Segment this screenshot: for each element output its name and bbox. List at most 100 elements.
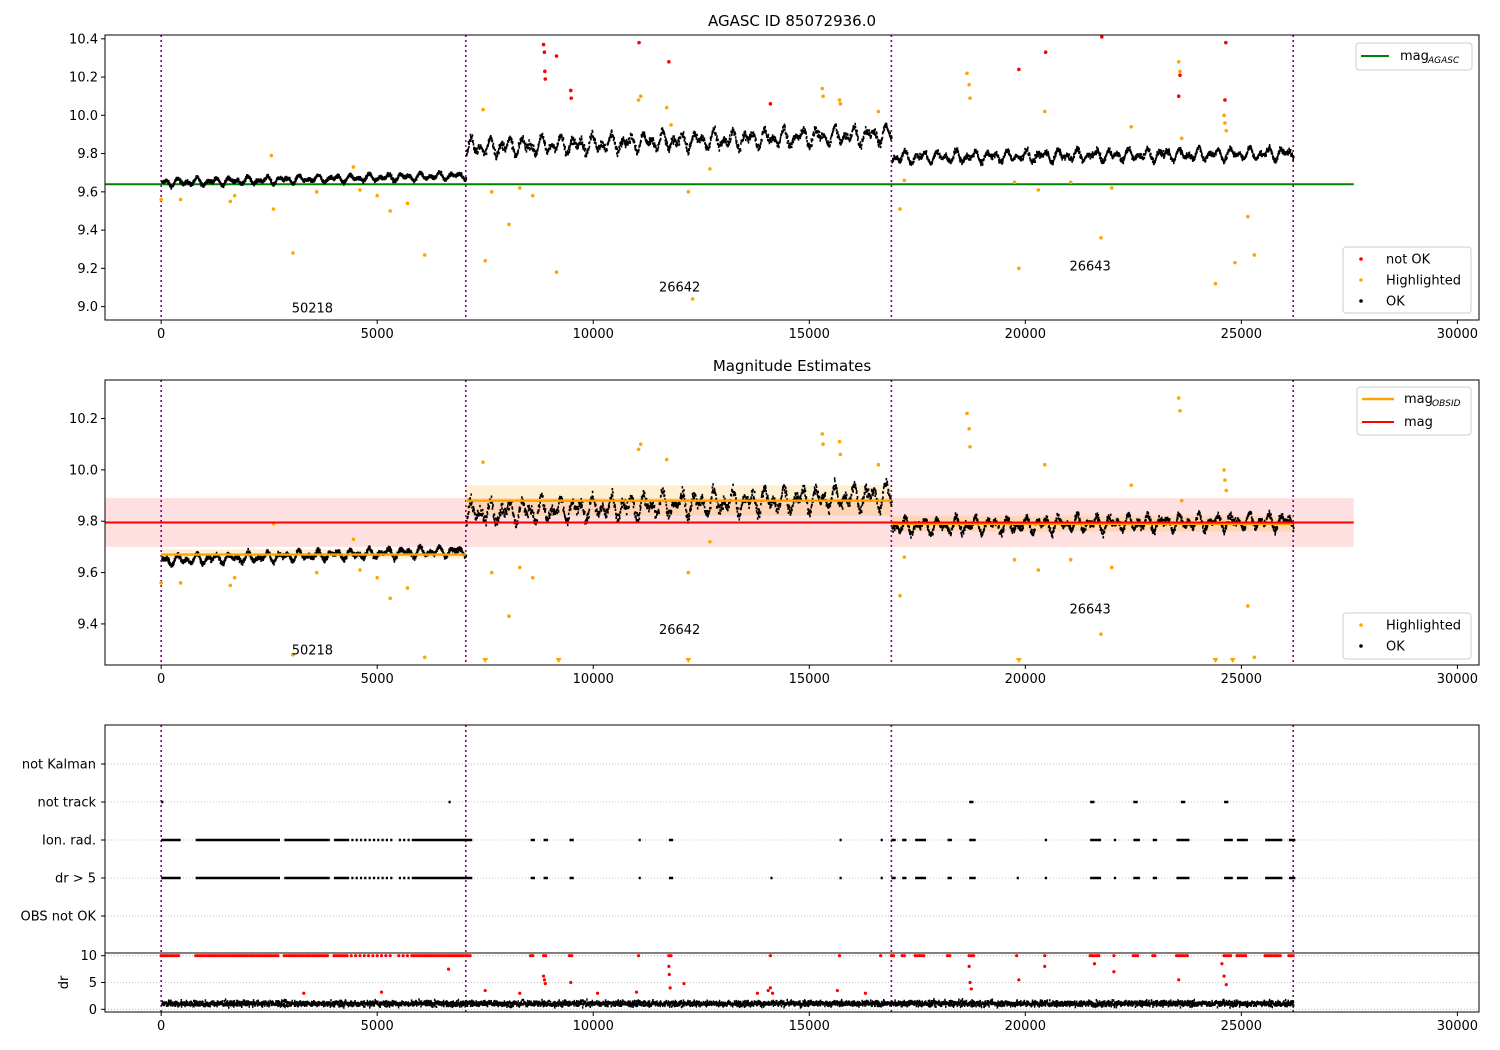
highlighted-point	[967, 82, 971, 87]
x-tick-label: 25000	[1221, 327, 1262, 342]
dr-point	[543, 981, 547, 986]
legend-label-agasc-subscript: AGASC	[1427, 56, 1460, 66]
not-ok-point	[542, 50, 547, 55]
observation-label: 26642	[659, 280, 700, 295]
legend-marker	[1359, 623, 1363, 627]
panel-magnitude-estimates: Magnitude Estimates 50218 26642 26643 0 5000 1…	[69, 357, 1480, 687]
dr-point	[569, 980, 573, 985]
highlighted-point	[1176, 396, 1181, 400]
highlighted-point	[1252, 253, 1257, 257]
not-ok-point	[569, 96, 574, 100]
x-tick-label: 20000	[1005, 1019, 1046, 1034]
highlighted-point	[1109, 186, 1114, 190]
plot-frame	[104, 34, 1480, 321]
y-tick-label: 10	[80, 949, 97, 964]
legend-label: Highlighted	[1386, 274, 1461, 289]
highlighted-point	[669, 123, 673, 127]
panel-dr: 0 5 10 dr 0 5000 10000 15000 20000 25000 30000	[57, 949, 1480, 1034]
highlighted-point	[1017, 266, 1021, 271]
not-ok-point	[554, 54, 559, 58]
dr-clipped-point	[544, 954, 548, 958]
legend-label-mag: mag	[1400, 49, 1429, 64]
legend-label-obsid-subscript: OBSID	[1432, 399, 1461, 409]
dr-point	[541, 974, 546, 978]
legend-label: not OK	[1386, 253, 1431, 268]
dr-clipped-point	[371, 954, 375, 958]
dr-clipped-point	[922, 954, 926, 958]
dr-clipped-point	[570, 954, 574, 958]
highlighted-point	[375, 575, 380, 580]
dr-point	[1043, 964, 1047, 969]
y-tick-label: 9.6	[77, 185, 98, 200]
x-tick-label: 30000	[1437, 1019, 1478, 1034]
observation-label: 50218	[292, 301, 333, 316]
highlighted-point	[898, 207, 902, 211]
highlighted-point	[1223, 121, 1227, 125]
dr-point	[379, 990, 384, 994]
dr-point	[518, 991, 522, 995]
dr-point	[1092, 962, 1097, 966]
flag-points	[161, 838, 1296, 842]
dr-clipped-point	[637, 954, 641, 958]
flag-category-label: dr > 5	[55, 872, 96, 887]
legend-label-mag: mag	[1404, 415, 1433, 430]
dr-clipped-point	[531, 954, 535, 958]
highlighted-point	[232, 575, 237, 580]
legend-box	[1342, 612, 1472, 660]
not-ok-point	[667, 59, 671, 64]
highlighted-point	[708, 539, 712, 544]
legend-label: Highlighted	[1386, 619, 1461, 634]
dr-point	[1220, 962, 1224, 966]
not-ok-point	[1099, 35, 1104, 39]
highlighted-point	[1252, 655, 1257, 660]
highlighted-point	[664, 457, 669, 462]
highlighted-point	[821, 94, 825, 99]
dr-clipped-point	[345, 954, 349, 958]
highlighted-point	[965, 71, 969, 76]
dr-clipped-point	[366, 954, 371, 958]
dr-point	[1017, 978, 1021, 982]
highlighted-point	[898, 593, 902, 598]
dr-clipped-point	[362, 954, 366, 958]
dr-point	[768, 986, 772, 990]
dr-clipped-point	[1228, 954, 1233, 958]
dr-point	[302, 991, 306, 995]
ok-points	[161, 122, 1295, 190]
highlighted-point	[375, 193, 380, 198]
y-tick-label: 10.0	[69, 109, 98, 124]
dr-clipped-point	[379, 954, 384, 958]
highlighted-point	[358, 568, 362, 572]
highlighted-point	[686, 190, 691, 194]
offscale-marker	[482, 658, 489, 663]
x-tick-label: 25000	[1221, 672, 1262, 687]
dr-clipped-point	[468, 954, 472, 958]
dr-point	[967, 964, 971, 969]
y-tick-label: 9.4	[77, 224, 98, 239]
dr-point	[634, 990, 639, 994]
highlighted-point	[1222, 468, 1226, 472]
x-tick-label: 20000	[1005, 672, 1046, 687]
highlighted-point	[481, 107, 485, 112]
y-tick-label: 9.8	[77, 147, 98, 162]
highlighted-point	[1068, 557, 1073, 562]
dr-point	[770, 991, 775, 995]
highlighted-point	[1012, 557, 1017, 562]
highlighted-point	[269, 153, 274, 158]
highlighted-point	[159, 197, 163, 202]
dr-clipped-point	[388, 954, 392, 958]
highlighted-point	[636, 447, 641, 452]
offscale-marker	[1015, 658, 1022, 663]
x-tick-label: 10000	[573, 327, 614, 342]
highlighted-point	[902, 555, 907, 559]
highlighted-point	[968, 96, 972, 100]
y-tick-label: 10.2	[69, 71, 98, 86]
highlighted-point	[489, 570, 494, 575]
highlighted-point	[965, 411, 969, 416]
x-tick-label: 10000	[573, 1019, 614, 1034]
dr-clipped-point	[397, 954, 401, 958]
highlighted-point	[1099, 632, 1103, 636]
dr-point	[969, 987, 973, 991]
dr-clipped-point	[1244, 954, 1248, 958]
highlighted-point	[314, 570, 319, 575]
highlighted-point	[1042, 109, 1047, 114]
